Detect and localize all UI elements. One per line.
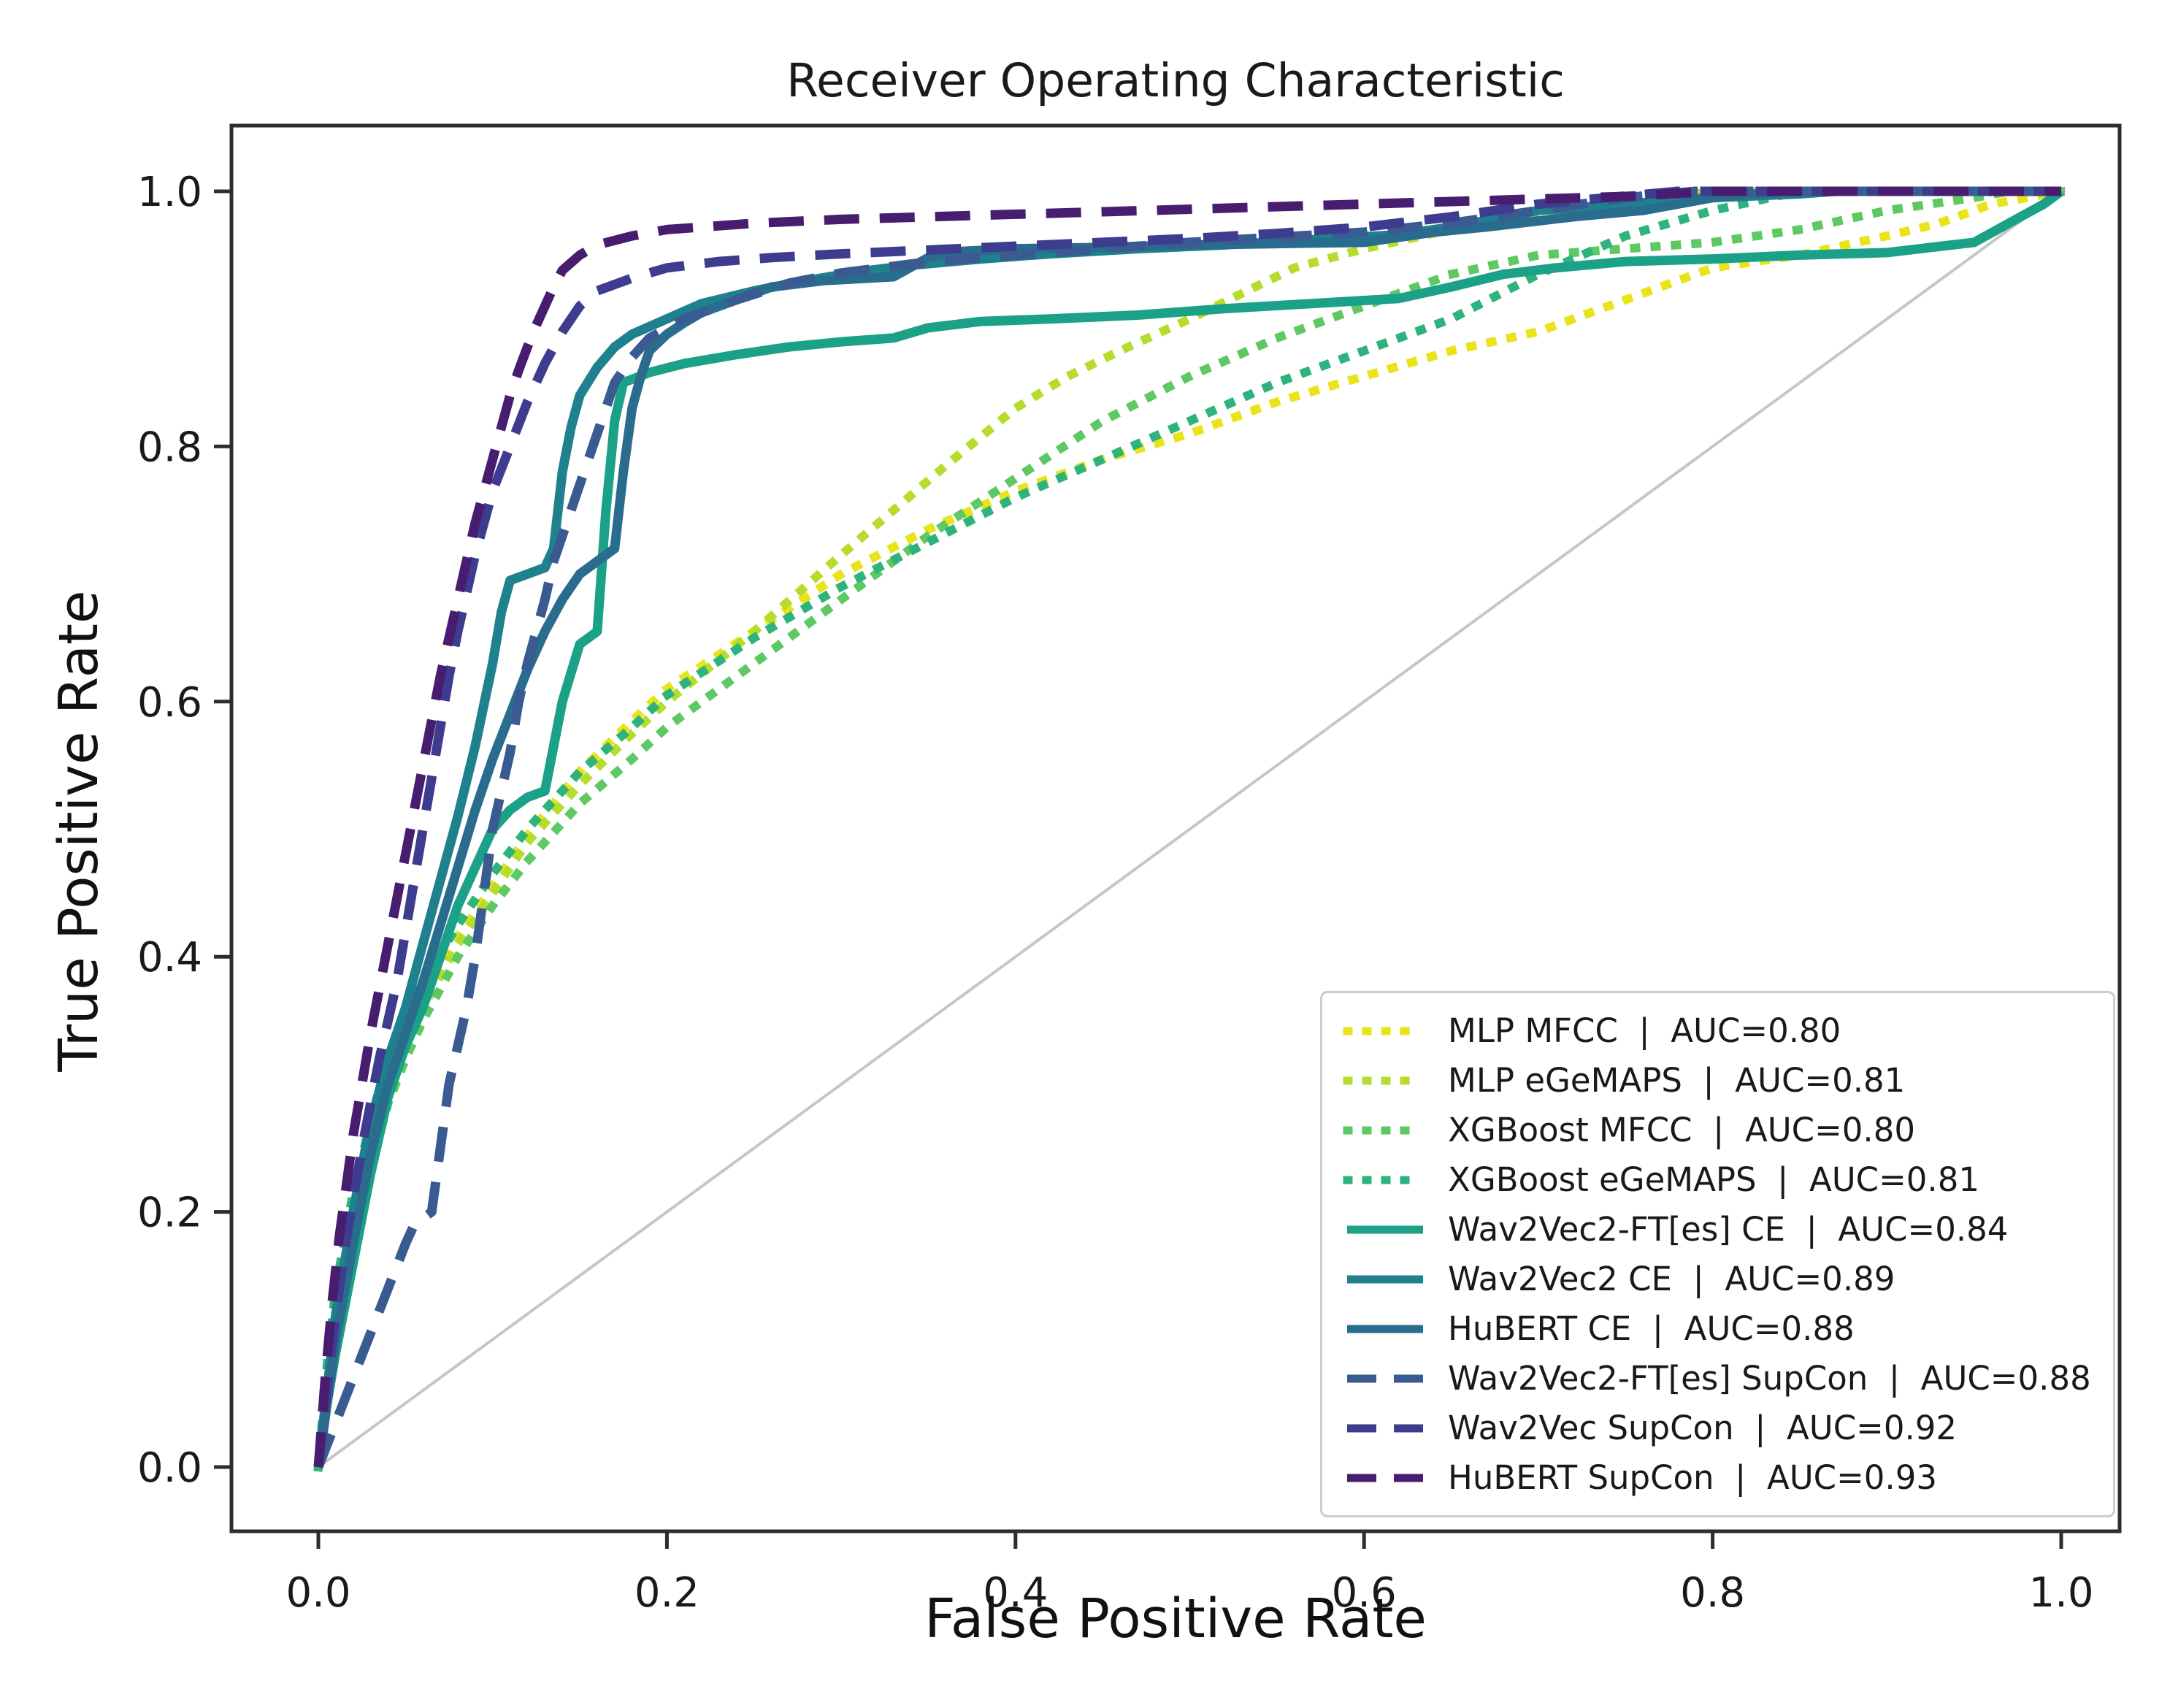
legend-line-sample — [1347, 1325, 1423, 1333]
legend-line-sample — [1343, 1126, 1427, 1134]
y-tick-label: 0.6 — [137, 679, 202, 727]
x-tick-label: 0.6 — [1332, 1569, 1397, 1617]
legend-line-sample — [1343, 1176, 1427, 1184]
y-tick-label: 0.4 — [137, 934, 202, 981]
legend-line-sample — [1347, 1374, 1423, 1382]
plot-frame — [229, 123, 2122, 1533]
legend-row-wav2vec2-ce: Wav2Vec2 CE | AUC=0.89 — [1341, 1260, 2113, 1298]
legend-label: Wav2Vec2-FT[es] CE | AUC=0.84 — [1448, 1210, 2009, 1249]
legend-box: MLP MFCC | AUC=0.80 MLP eGeMAPS | AUC=0.8… — [1320, 991, 2115, 1517]
legend-label: XGBoost MFCC | AUC=0.80 — [1448, 1111, 1915, 1149]
legend-label: MLP eGeMAPS | AUC=0.81 — [1448, 1061, 1906, 1100]
legend-label: Wav2Vec SupCon | AUC=0.92 — [1448, 1409, 1958, 1447]
x-tick-label: 0.2 — [634, 1569, 699, 1617]
legend-label: HuBERT SupCon | AUC=0.93 — [1448, 1458, 1937, 1497]
roc-curve-wav2vec2-ft-es-ce — [313, 187, 2064, 1468]
chance-diagonal-line — [317, 190, 2063, 1468]
legend-row-mlp-egemaps: MLP eGeMAPS | AUC=0.81 — [1341, 1061, 2113, 1100]
legend-line-sample — [1347, 1474, 1423, 1482]
x-tick-label: 0.8 — [1680, 1569, 1745, 1617]
y-axis-label: True Positive Rate — [47, 590, 110, 1072]
curves-layer — [313, 186, 2066, 1472]
legend-row-hubert-supcon: HuBERT SupCon | AUC=0.93 — [1341, 1458, 2113, 1497]
legend-line-sample — [1343, 1076, 1427, 1084]
legend-row-xgboost-mfcc: XGBoost MFCC | AUC=0.80 — [1341, 1111, 2113, 1149]
legend-line-sample — [1347, 1225, 1423, 1233]
legend-row-wav2vec2-ft-es-ce: Wav2Vec2-FT[es] CE | AUC=0.84 — [1341, 1210, 2113, 1249]
legend-row-mlp-mfcc: MLP MFCC | AUC=0.80 — [1341, 1011, 2113, 1050]
x-tick-label: 0.4 — [983, 1569, 1048, 1617]
legend-line-sample — [1343, 1027, 1427, 1035]
y-tick-label: 0.0 — [137, 1444, 202, 1492]
y-tick-label: 1.0 — [137, 169, 202, 216]
y-tick-label: 0.8 — [137, 424, 202, 471]
legend-label: Wav2Vec2 CE | AUC=0.89 — [1448, 1260, 1895, 1298]
legend-label: HuBERT CE | AUC=0.88 — [1448, 1309, 1855, 1348]
roc-curve-hubert-ce — [313, 186, 2061, 1468]
legend-row-wav2vec-supcon: Wav2Vec SupCon | AUC=0.92 — [1341, 1409, 2113, 1447]
roc-curve-wav2vec-supcon — [313, 186, 2061, 1468]
legend-row-xgboost-egemaps: XGBoost eGeMAPS | AUC=0.81 — [1341, 1160, 2113, 1199]
x-tick-label: 0.0 — [285, 1569, 350, 1617]
x-tick-label: 1.0 — [2028, 1569, 2093, 1617]
roc-curve-xgboost-egemaps — [313, 187, 2066, 1472]
legend-row-hubert-ce: HuBERT CE | AUC=0.88 — [1341, 1309, 2113, 1348]
axes-layer: 0.0 0.2 0.4 0.6 0.8 1.0 0.0 0.2 0.4 0.6 0.8 1.0 — [137, 123, 2122, 1617]
chart-title: Receiver Operating Characteristic — [786, 54, 1565, 107]
legend-label: MLP MFCC | AUC=0.80 — [1448, 1011, 1841, 1050]
legend-line-sample — [1347, 1424, 1423, 1432]
legend-label: XGBoost eGeMAPS | AUC=0.81 — [1448, 1160, 1979, 1199]
legend-label: Wav2Vec2-FT[es] SupCon | AUC=0.88 — [1448, 1359, 2091, 1398]
y-tick-label: 0.2 — [137, 1190, 202, 1237]
legend-row-wav2vec2-ft-es-supcon: Wav2Vec2-FT[es] SupCon | AUC=0.88 — [1341, 1359, 2113, 1398]
legend-line-sample — [1347, 1275, 1423, 1283]
x-axis-label: False Positive Rate — [924, 1588, 1427, 1650]
roc-curve-hubert-supcon — [313, 186, 2061, 1468]
